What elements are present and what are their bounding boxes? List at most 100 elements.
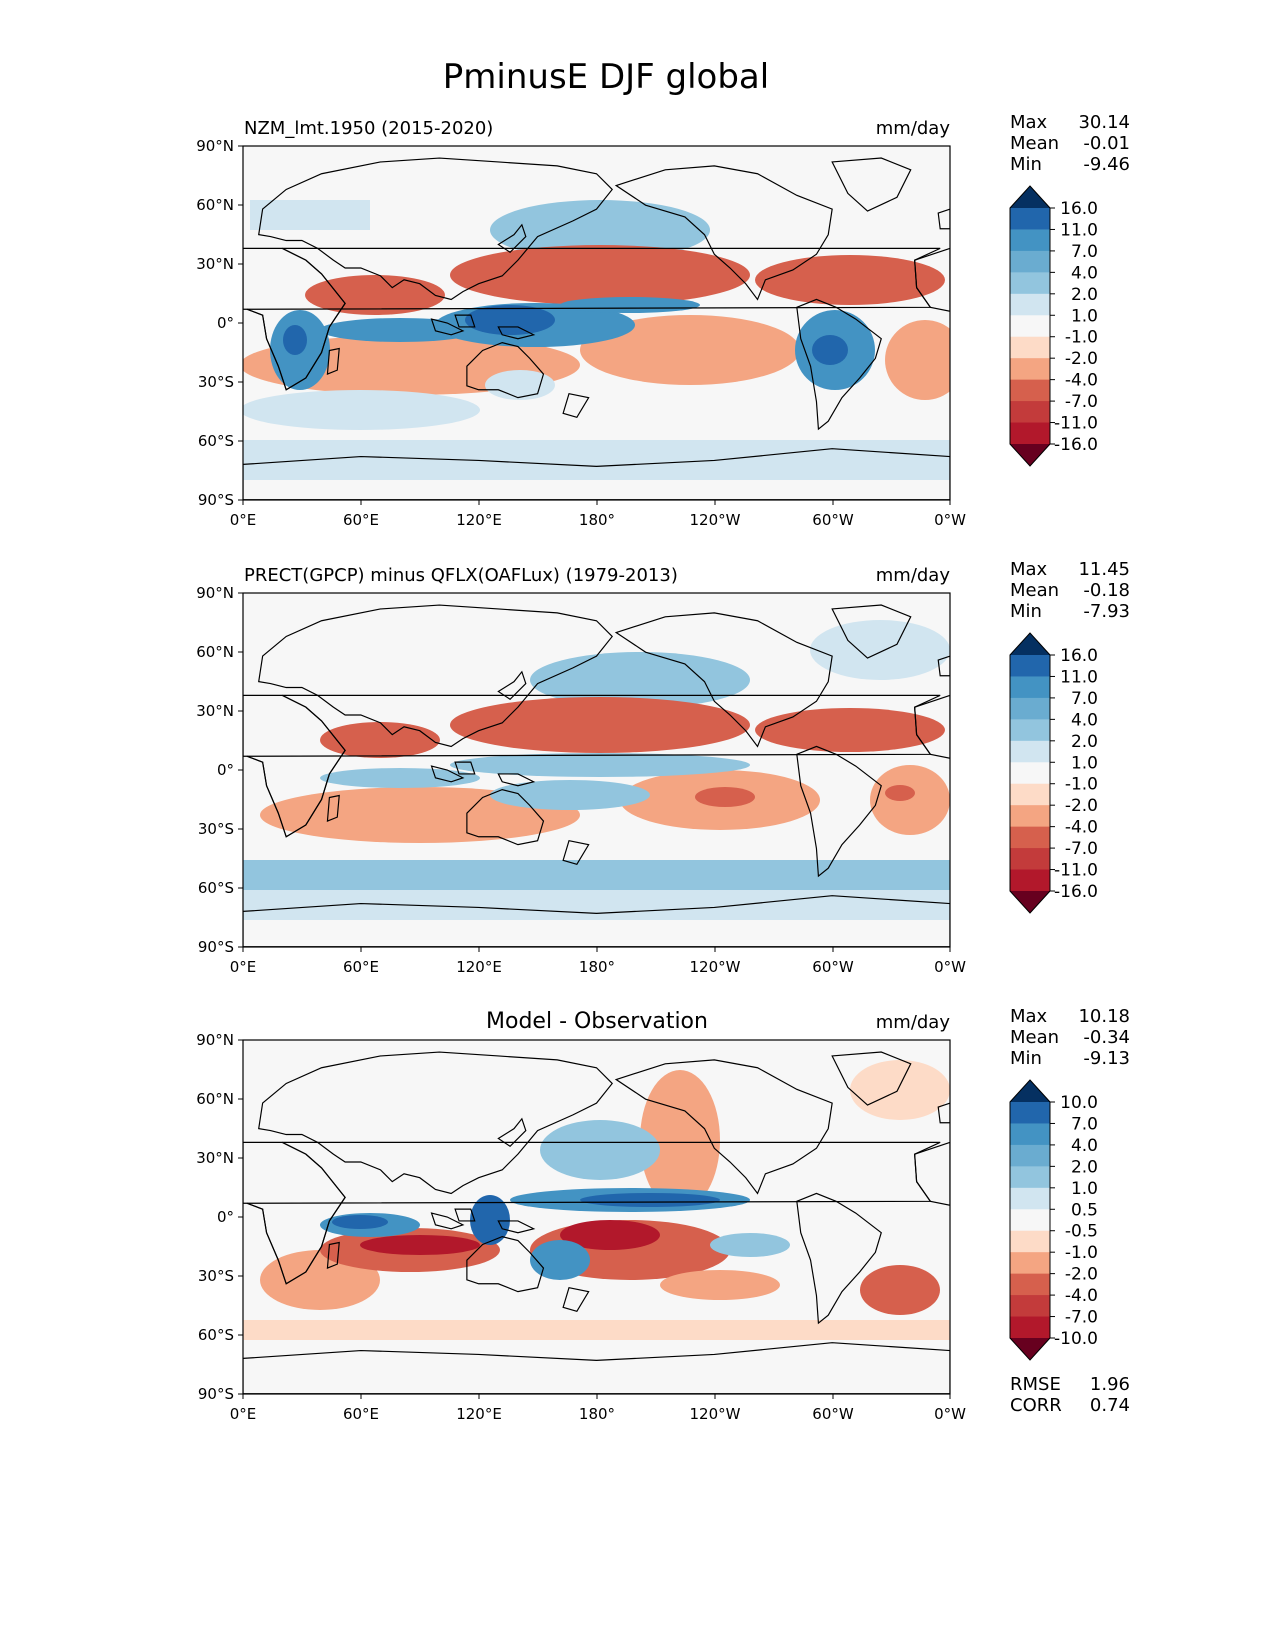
corr-value: 0.74 xyxy=(1090,1395,1130,1416)
colorbar-label: -2.0 xyxy=(1065,796,1098,816)
figure-title: PminusE DJF global xyxy=(443,57,769,97)
panel-3-stats: Max 10.18 Mean -0.34 Min -9.13 xyxy=(1010,1006,1130,1069)
panel-3-xtick: 180° xyxy=(579,1405,615,1423)
panel-2-xtick: 0°E xyxy=(230,958,257,976)
panel-1-ytick: 90°N xyxy=(196,137,234,155)
panel-3-center-title: Model - Observation xyxy=(486,1009,708,1034)
colorbar-swatch xyxy=(1010,422,1050,445)
colorbar-swatch xyxy=(1010,740,1050,763)
colorbar-swatch xyxy=(1010,1316,1050,1339)
panel-3-ytick: 30°N xyxy=(196,1149,234,1167)
panel-1-stat-value: -9.46 xyxy=(1083,154,1130,175)
colorbar-label: -7.0 xyxy=(1065,392,1098,412)
panel-3-colorbar: 10.07.04.02.01.00.5-0.5-1.0-2.0-4.0-7.0-… xyxy=(1009,1079,1098,1361)
panel-2-xtick: 120°E xyxy=(456,958,502,976)
colorbar-swatch xyxy=(1010,1080,1050,1102)
panel-3-ytick: 90°N xyxy=(196,1031,234,1049)
panel-2-xtick: 180° xyxy=(579,958,615,976)
colorbar-swatch xyxy=(1010,848,1050,871)
colorbar-label: -2.0 xyxy=(1065,349,1098,369)
panel-1-units: mm/day xyxy=(876,118,951,139)
panel-2-x-axis: 0°E 60°E 120°E 180° 120°W 60°W 0°W xyxy=(230,947,966,976)
panel-2-units: mm/day xyxy=(876,565,951,586)
panel-3-stat-label: Min xyxy=(1010,1048,1042,1069)
colorbar-label: -0.5 xyxy=(1065,1222,1098,1242)
panel-2-map xyxy=(243,593,950,947)
colorbar-swatch xyxy=(1010,1338,1050,1360)
colorbar-label: 7.0 xyxy=(1071,242,1098,262)
panel-1-map xyxy=(243,146,950,500)
colorbar-label: -11.0 xyxy=(1054,414,1098,434)
panel-2-ytick: 30°S xyxy=(198,820,234,838)
panel-3-stat-value: -9.13 xyxy=(1083,1048,1130,1069)
panel-1-stat-label: Min xyxy=(1010,154,1042,175)
panel-2-ytick: 60°N xyxy=(196,643,234,661)
colorbar-label: 4.0 xyxy=(1071,263,1098,283)
colorbar-label: -1.0 xyxy=(1065,328,1098,348)
colorbar-swatch xyxy=(1010,1230,1050,1253)
panel-3-metrics: RMSE 1.96 CORR 0.74 xyxy=(1010,1374,1130,1416)
colorbar-label: -4.0 xyxy=(1065,1286,1098,1306)
colorbar-label: -7.0 xyxy=(1065,839,1098,859)
panel-1-stat-value: 30.14 xyxy=(1078,112,1130,133)
panel-3-ytick: 60°S xyxy=(198,1326,234,1344)
panel-3-units: mm/day xyxy=(876,1012,951,1033)
colorbar-label: -11.0 xyxy=(1054,861,1098,881)
panel-2-ytick: 30°N xyxy=(196,702,234,720)
panel-2-stat-label: Max xyxy=(1010,559,1048,580)
panel-3-y-axis: 90°N 60°N 30°N 0° 30°S 60°S 90°S xyxy=(196,1031,243,1403)
panel-1-ytick: 30°N xyxy=(196,255,234,273)
colorbar-swatch xyxy=(1010,719,1050,742)
panel-2: PRECT(GPCP) minus QFLX(OAFLux) (1979-201… xyxy=(196,559,1130,976)
colorbar-swatch xyxy=(1010,676,1050,699)
colorbar-swatch xyxy=(1010,783,1050,806)
colorbar-label: 0.5 xyxy=(1071,1200,1098,1220)
colorbar-label: 1.0 xyxy=(1071,306,1098,326)
panel-1-ytick: 0° xyxy=(217,314,234,332)
panel-3-ytick: 90°S xyxy=(198,1385,234,1403)
colorbar-label: -16.0 xyxy=(1054,435,1098,455)
colorbar-label: 2.0 xyxy=(1071,732,1098,752)
colorbar-label: -16.0 xyxy=(1054,882,1098,902)
colorbar-swatch xyxy=(1010,1273,1050,1296)
panel-2-stat-value: -7.93 xyxy=(1083,601,1130,622)
panel-1-x-axis: 0°E 60°E 120°E 180° 120°W 60°W 0°W xyxy=(230,500,966,529)
colorbar-swatch xyxy=(1010,1166,1050,1189)
colorbar-swatch xyxy=(1010,208,1050,230)
colorbar-swatch xyxy=(1010,401,1050,424)
panel-2-stat-value: 11.45 xyxy=(1078,559,1130,580)
panel-1-stat-label: Max xyxy=(1010,112,1048,133)
colorbar-label: 11.0 xyxy=(1060,667,1098,687)
panel-1-xtick: 120°E xyxy=(456,511,502,529)
colorbar-swatch xyxy=(1010,1252,1050,1275)
panel-3-ytick: 60°N xyxy=(196,1090,234,1108)
colorbar-label: 16.0 xyxy=(1060,646,1098,666)
colorbar-swatch xyxy=(1010,891,1050,913)
panel-1-xtick: 0°W xyxy=(934,511,966,529)
panel-1: NZM_lmt.1950 (2015-2020) mm/day xyxy=(196,112,1130,529)
panel-2-colorbar: 16.011.07.04.02.01.0-1.0-2.0-4.0-7.0-11.… xyxy=(1009,632,1098,914)
panel-1-y-axis: 90°N 60°N 30°N 0° 30°S 60°S 90°S xyxy=(196,137,243,509)
panel-2-ytick: 60°S xyxy=(198,879,234,897)
colorbar-swatch xyxy=(1010,655,1050,677)
colorbar-swatch xyxy=(1010,336,1050,359)
colorbar-swatch xyxy=(1010,633,1050,655)
colorbar-label: -4.0 xyxy=(1065,818,1098,838)
panel-1-stats: Max 30.14 Mean -0.01 Min -9.46 xyxy=(1010,112,1130,175)
panel-2-stat-label: Mean xyxy=(1010,580,1059,601)
panel-1-xtick: 0°E xyxy=(230,511,257,529)
colorbar-swatch xyxy=(1010,229,1050,252)
panel-3-xtick: 60°E xyxy=(343,1405,379,1423)
colorbar-swatch xyxy=(1010,358,1050,381)
panel-1-stat-value: -0.01 xyxy=(1083,133,1130,154)
colorbar-label: 11.0 xyxy=(1060,220,1098,240)
colorbar-swatch xyxy=(1010,1187,1050,1210)
colorbar-label: 4.0 xyxy=(1071,1136,1098,1156)
colorbar-swatch xyxy=(1010,869,1050,892)
colorbar-swatch xyxy=(1010,186,1050,208)
colorbar-label: 1.0 xyxy=(1071,1179,1098,1199)
panel-1-xtick: 60°W xyxy=(812,511,854,529)
colorbar-label: 16.0 xyxy=(1060,199,1098,219)
colorbar-label: -1.0 xyxy=(1065,775,1098,795)
